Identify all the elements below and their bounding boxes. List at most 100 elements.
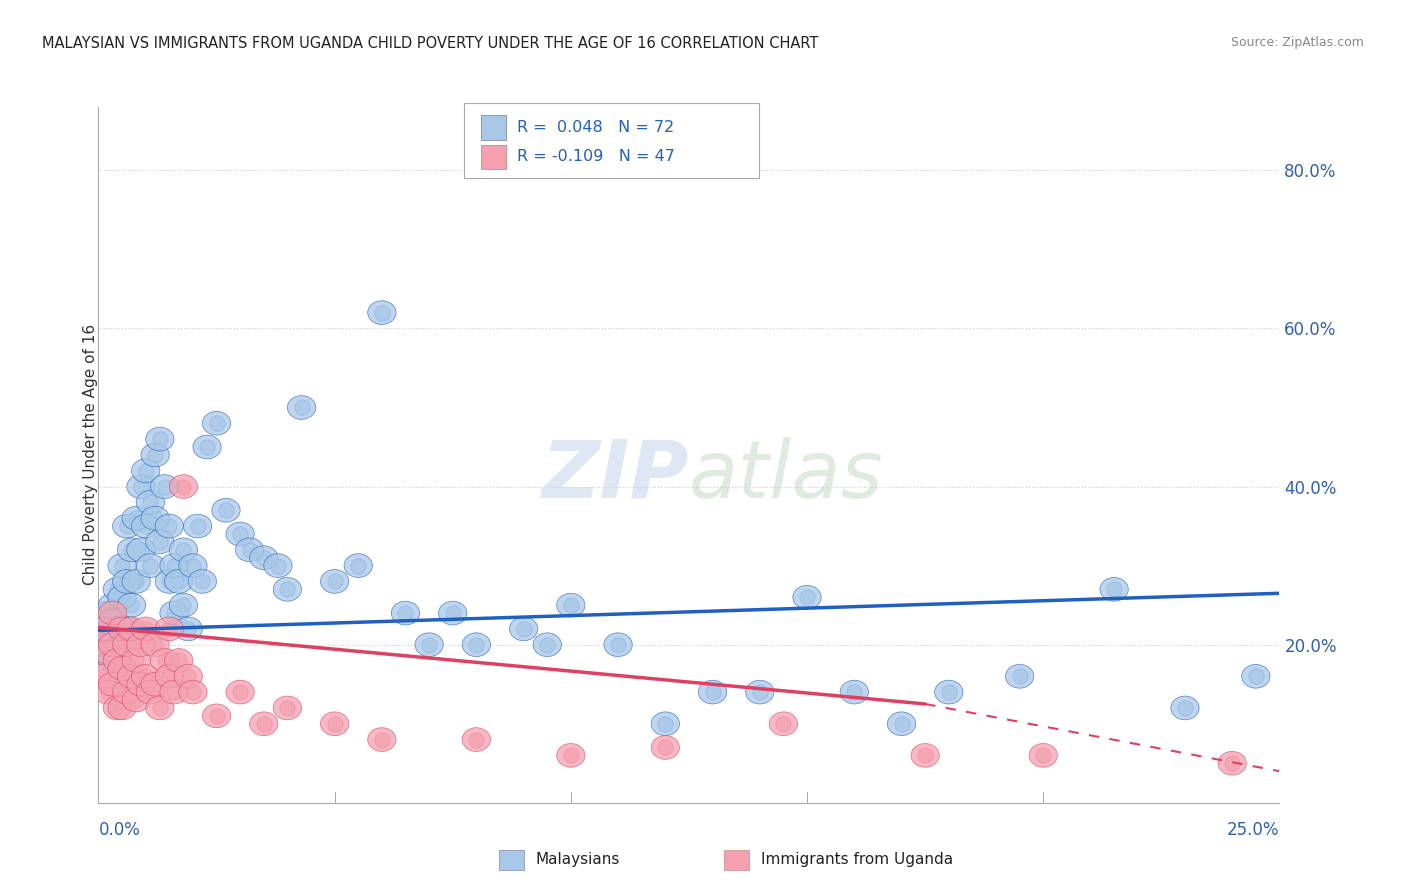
Ellipse shape (769, 712, 797, 736)
Ellipse shape (108, 554, 136, 577)
Point (253, 550, 276, 565)
Ellipse shape (89, 617, 117, 640)
Point (139, 685, 162, 699)
Ellipse shape (89, 617, 117, 640)
Point (167, 653, 190, 667)
Point (111, 558, 134, 573)
Ellipse shape (1029, 744, 1057, 767)
Point (938, 685, 960, 699)
Text: Malaysians: Malaysians (536, 853, 620, 867)
Point (149, 534, 172, 549)
Point (205, 417, 228, 431)
Ellipse shape (1099, 577, 1128, 601)
Ellipse shape (368, 728, 396, 751)
Ellipse shape (415, 632, 443, 657)
Point (157, 622, 180, 636)
Point (512, 622, 534, 636)
Point (111, 661, 134, 675)
Point (654, 740, 676, 755)
Ellipse shape (112, 632, 141, 657)
Ellipse shape (287, 396, 316, 419)
Ellipse shape (557, 593, 585, 617)
Ellipse shape (533, 632, 561, 657)
Ellipse shape (321, 712, 349, 736)
Ellipse shape (98, 648, 127, 673)
Ellipse shape (94, 632, 122, 657)
Ellipse shape (463, 728, 491, 751)
Ellipse shape (202, 411, 231, 435)
Text: 25.0%: 25.0% (1227, 821, 1279, 838)
Text: MALAYSIAN VS IMMIGRANTS FROM UGANDA CHILD POVERTY UNDER THE AGE OF 16 CORRELATIO: MALAYSIAN VS IMMIGRANTS FROM UGANDA CHIL… (42, 36, 818, 51)
Point (560, 748, 582, 763)
Ellipse shape (146, 530, 174, 554)
Point (465, 638, 488, 652)
Ellipse shape (103, 640, 132, 665)
Ellipse shape (155, 617, 183, 640)
Point (323, 716, 346, 731)
Point (125, 574, 148, 589)
Point (105, 622, 128, 636)
Point (1102, 582, 1125, 597)
Point (772, 716, 794, 731)
Ellipse shape (935, 681, 963, 704)
Point (371, 732, 394, 747)
Point (157, 519, 180, 533)
Point (153, 653, 176, 667)
Text: 0.0%: 0.0% (98, 821, 141, 838)
Text: ZIP: ZIP (541, 437, 689, 515)
Ellipse shape (112, 570, 141, 593)
Point (105, 646, 128, 660)
Ellipse shape (1241, 665, 1270, 688)
Ellipse shape (122, 688, 150, 712)
Point (105, 653, 128, 667)
Ellipse shape (368, 301, 396, 325)
Point (177, 669, 200, 683)
Point (101, 677, 124, 691)
Ellipse shape (150, 648, 179, 673)
Ellipse shape (98, 593, 127, 617)
Point (418, 638, 440, 652)
Point (111, 638, 134, 652)
Ellipse shape (98, 609, 127, 632)
Point (135, 622, 157, 636)
Text: R =  0.048   N = 72: R = 0.048 N = 72 (517, 120, 675, 135)
Point (97, 638, 120, 652)
Ellipse shape (165, 570, 193, 593)
Ellipse shape (108, 696, 136, 720)
Point (135, 464, 157, 478)
Ellipse shape (132, 458, 160, 483)
Point (748, 685, 770, 699)
Ellipse shape (273, 577, 301, 601)
Ellipse shape (169, 538, 198, 562)
Ellipse shape (132, 514, 160, 538)
Ellipse shape (557, 744, 585, 767)
Point (181, 558, 204, 573)
Ellipse shape (169, 475, 198, 499)
Point (172, 542, 194, 557)
Ellipse shape (745, 681, 773, 704)
Point (163, 606, 186, 620)
Point (111, 591, 134, 605)
Ellipse shape (264, 554, 292, 577)
Point (441, 606, 464, 620)
Ellipse shape (188, 570, 217, 593)
Ellipse shape (103, 696, 132, 720)
Point (143, 638, 166, 652)
Point (181, 685, 204, 699)
Point (607, 638, 630, 652)
Ellipse shape (150, 475, 179, 499)
Ellipse shape (127, 475, 155, 499)
Text: Immigrants from Uganda: Immigrants from Uganda (761, 853, 953, 867)
Ellipse shape (651, 712, 679, 736)
Ellipse shape (94, 681, 122, 704)
Point (105, 582, 128, 597)
Point (536, 638, 558, 652)
Point (129, 479, 152, 493)
Point (323, 574, 346, 589)
Ellipse shape (146, 696, 174, 720)
Ellipse shape (911, 744, 939, 767)
Ellipse shape (1171, 696, 1199, 720)
Point (125, 693, 148, 707)
Ellipse shape (117, 538, 146, 562)
Point (205, 708, 228, 723)
